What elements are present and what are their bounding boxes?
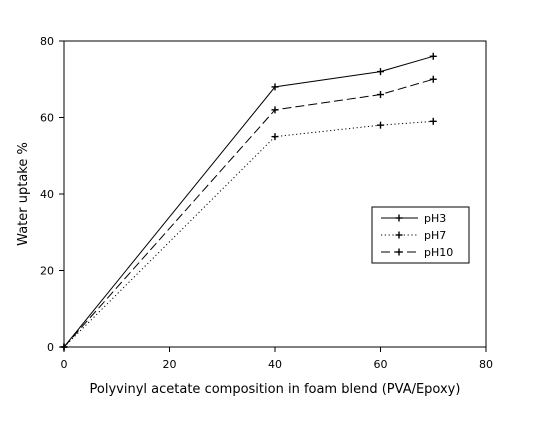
y-axis-title: Water uptake % <box>16 142 31 246</box>
legend-box <box>371 206 470 264</box>
x-tick-label: 40 <box>268 358 282 371</box>
y-tick-label: 80 <box>40 35 54 48</box>
series-line-ph3 <box>63 55 434 348</box>
legend-label-ph3: pH3 <box>424 212 446 225</box>
legend-marker-ph10 <box>395 248 403 256</box>
legend-label-ph10: pH10 <box>424 246 453 259</box>
x-tick-label: 80 <box>479 358 493 371</box>
series-line-ph7 <box>63 120 434 348</box>
data-point-ph10 <box>271 106 279 114</box>
x-axis-title: Polyvinyl acetate composition in foam bl… <box>90 382 461 397</box>
series-line-ph10 <box>63 78 434 348</box>
y-tick-label: 40 <box>40 188 54 201</box>
data-point-ph10 <box>429 75 437 83</box>
x-tick-label: 20 <box>163 358 177 371</box>
data-point-ph10 <box>377 91 384 99</box>
y-tick-label: 0 <box>47 341 54 354</box>
y-tick-label: 20 <box>40 265 54 278</box>
legend-marker-ph7 <box>395 231 403 239</box>
data-point-ph7 <box>429 117 437 125</box>
data-point-ph3 <box>429 52 437 60</box>
data-point-ph3 <box>271 83 279 91</box>
x-tick-label: 60 <box>374 358 388 371</box>
y-tick-label: 60 <box>40 112 54 125</box>
data-point-ph7 <box>271 133 279 141</box>
data-point-ph7 <box>377 121 384 129</box>
legend-label-ph7: pH7 <box>424 229 446 242</box>
x-tick-label: 0 <box>61 358 68 371</box>
legend-marker-ph3 <box>395 214 403 222</box>
data-point-ph10 <box>60 343 68 351</box>
data-point-ph3 <box>377 68 384 76</box>
